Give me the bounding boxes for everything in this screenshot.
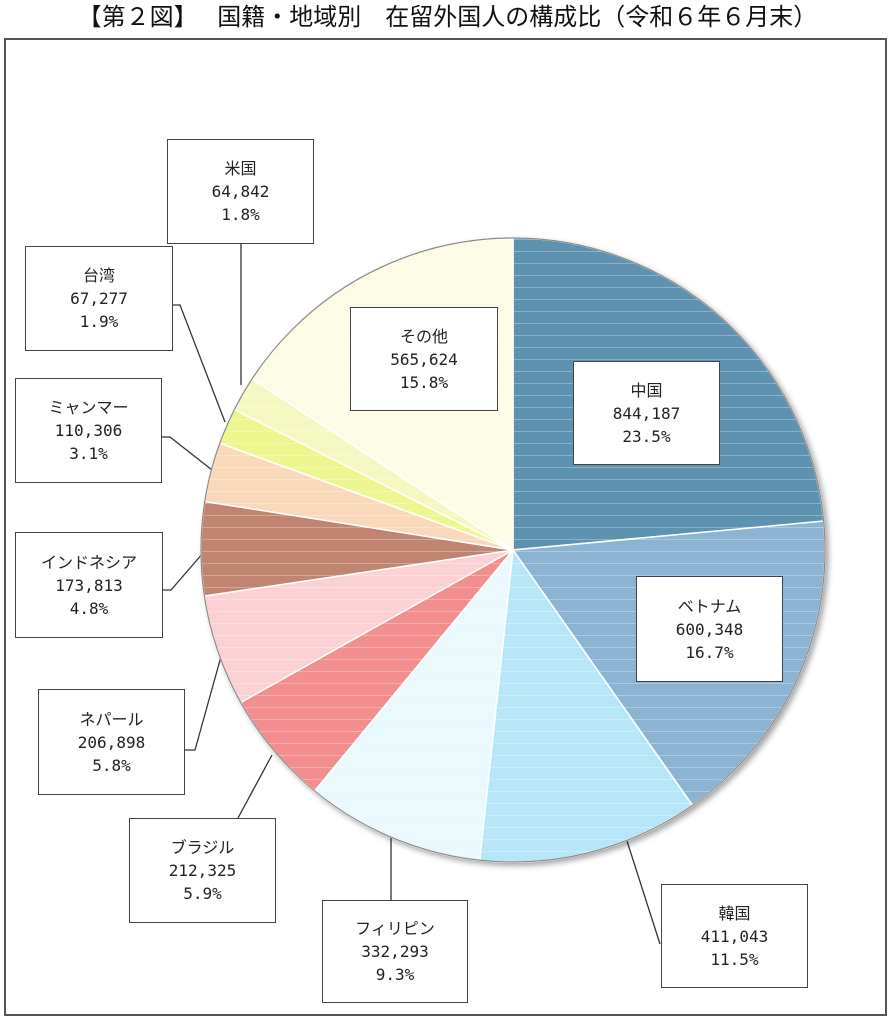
slice-label-value: 332,293 xyxy=(361,942,429,961)
slice-label-name: 中国 xyxy=(630,380,663,400)
slice-label-box: その他 565,624 15.8% xyxy=(350,307,498,411)
pie-slice-texture-9 xyxy=(234,378,513,550)
pie-texture xyxy=(200,237,826,863)
slice-label-name: ネパール xyxy=(79,709,144,729)
slice-label-name: 韓国 xyxy=(718,903,751,923)
slice-label-percent: 5.9% xyxy=(183,884,222,903)
slice-label-percent: 9.3% xyxy=(375,965,415,984)
slice-label-value: 600,348 xyxy=(675,619,744,639)
slice-label-box: フィリピン 332,293 9.3% xyxy=(322,900,468,1003)
chart-title: 【第２図】 国籍・地域別 在留外国人の構成比（令和６年６月末） xyxy=(77,3,818,31)
slice-label-name: フィリピン xyxy=(355,919,435,938)
slice-label-box: ネパール 206,898 5.8% xyxy=(38,689,185,795)
slice-label-value: 173,813 xyxy=(55,575,123,595)
slice-label-percent: 1.8% xyxy=(221,205,260,224)
leader-line-8 xyxy=(173,304,226,423)
pie-rim xyxy=(200,237,826,863)
pie-slice-texture-5 xyxy=(204,550,514,703)
slice-label-value: 110,306 xyxy=(54,421,123,440)
pie-slice-texture-8 xyxy=(219,409,513,550)
slice-label-name: インドネシア xyxy=(40,552,137,572)
slice-label-box: ブラジル 212,325 5.9% xyxy=(129,818,276,923)
slice-label-percent: 23.5% xyxy=(622,426,671,446)
leader-line-7 xyxy=(162,436,213,471)
leader-line-4 xyxy=(237,754,273,819)
slice-label-value: 411,043 xyxy=(700,926,769,946)
slice-label-box: ミャンマー 110,306 3.1% xyxy=(15,378,162,483)
slice-label-name: ミャンマー xyxy=(48,398,129,417)
slice-label-name: 米国 xyxy=(224,159,257,178)
slice-label-box: 中国 844,187 23.5% xyxy=(573,361,720,465)
pie-slice-texture-3 xyxy=(314,550,513,861)
slice-label-percent: 3.1% xyxy=(69,444,108,463)
slice-label-percent: 11.5% xyxy=(710,949,759,969)
slice-label-value: 565,624 xyxy=(390,349,458,369)
pie-slice-texture-7 xyxy=(204,443,514,550)
slice-label-box: 米国 64,842 1.8% xyxy=(167,139,314,244)
slice-label-value: 67,277 xyxy=(70,289,128,308)
slice-label-value: 212,325 xyxy=(168,861,237,880)
slice-label-box: インドネシア 173,813 4.8% xyxy=(15,532,163,638)
leader-line-5 xyxy=(185,652,223,751)
slice-label-percent: 1.9% xyxy=(79,312,119,331)
slice-label-value: 64,842 xyxy=(211,182,270,201)
leader-line-6 xyxy=(163,544,211,591)
slice-label-name: ブラジル xyxy=(170,838,235,857)
pie-slice-texture-4 xyxy=(240,550,513,791)
pie-slice-texture-2 xyxy=(479,550,693,863)
slice-label-percent: 5.8% xyxy=(92,755,131,775)
slice-label-percent: 4.8% xyxy=(69,598,109,618)
pie-slice-texture-6 xyxy=(201,501,513,597)
slice-label-name: その他 xyxy=(399,326,448,346)
slice-label-name: ベトナム xyxy=(677,596,742,616)
slice-label-box: ベトナム 600,348 16.7% xyxy=(636,576,783,682)
slice-label-name: 台湾 xyxy=(82,266,115,285)
slice-label-value: 844,187 xyxy=(612,403,681,423)
slice-label-box: 台湾 67,277 1.9% xyxy=(25,246,173,351)
slice-label-percent: 16.7% xyxy=(685,642,734,662)
slice-label-value: 206,898 xyxy=(77,732,146,752)
slice-label-box: 韓国 411,043 11.5% xyxy=(661,884,808,988)
slice-label-percent: 15.8% xyxy=(399,372,449,392)
